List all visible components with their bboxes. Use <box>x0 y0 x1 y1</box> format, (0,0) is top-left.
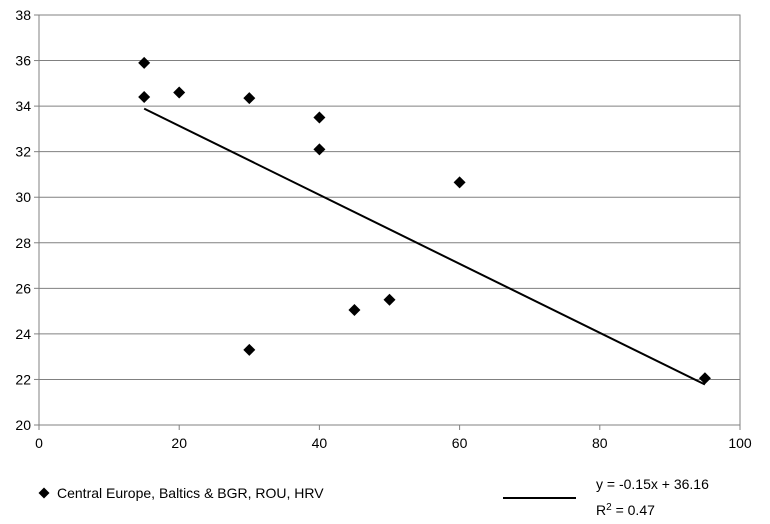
data-point <box>453 176 466 189</box>
legend-trendline-entry: y = -0.15x + 36.16 R2 = 0.47 <box>503 476 709 518</box>
trendline-r-squared-label: R2 = 0.47 <box>596 502 655 519</box>
y-tick-label: 24 <box>15 326 31 342</box>
legend-series-entry: Central Europe, Baltics & BGR, ROU, HRV <box>38 485 324 501</box>
legend-series-label: Central Europe, Baltics & BGR, ROU, HRV <box>57 485 324 501</box>
data-point <box>313 111 326 124</box>
x-tick-label: 60 <box>452 435 468 451</box>
data-point <box>348 303 361 316</box>
r-squared-symbol: R <box>596 502 606 518</box>
y-tick-label: 22 <box>15 371 31 387</box>
y-tick-label: 28 <box>15 235 31 251</box>
data-point <box>173 86 186 99</box>
x-tick-label: 20 <box>171 435 187 451</box>
data-point <box>313 143 326 156</box>
y-tick-label: 32 <box>15 144 31 160</box>
r-squared-superscript: 2 <box>606 502 612 513</box>
y-tick-label: 34 <box>15 98 31 114</box>
x-tick-label: 100 <box>728 435 752 451</box>
trendline <box>143 107 706 386</box>
x-tick-label: 0 <box>35 435 43 451</box>
plot-area-frame <box>38 14 741 426</box>
gridlines <box>39 14 740 380</box>
x-tick-label: 80 <box>592 435 608 451</box>
y-tick-label: 26 <box>15 280 31 296</box>
data-point <box>138 91 151 103</box>
y-tick-label: 36 <box>15 53 31 69</box>
data-point <box>243 92 256 105</box>
data-point <box>138 56 151 69</box>
y-axis-ticks: 20 22 24 26 28 30 32 34 36 38 <box>15 7 39 433</box>
legend-diamond-marker <box>38 487 50 499</box>
r-squared-value: = 0.47 <box>612 502 655 518</box>
x-axis-ticks: 0 20 40 60 80 100 <box>35 425 752 451</box>
data-points <box>138 56 711 385</box>
data-point <box>243 343 256 356</box>
x-tick-label: 40 <box>312 435 328 451</box>
data-point <box>383 293 396 306</box>
trendline-equation-label: y = -0.15x + 36.16 <box>596 476 709 492</box>
legend: Central Europe, Baltics & BGR, ROU, HRV … <box>38 476 709 518</box>
y-tick-label: 38 <box>15 7 31 23</box>
data-point <box>698 372 711 385</box>
y-tick-label: 20 <box>15 417 31 433</box>
y-tick-label: 30 <box>15 189 31 205</box>
